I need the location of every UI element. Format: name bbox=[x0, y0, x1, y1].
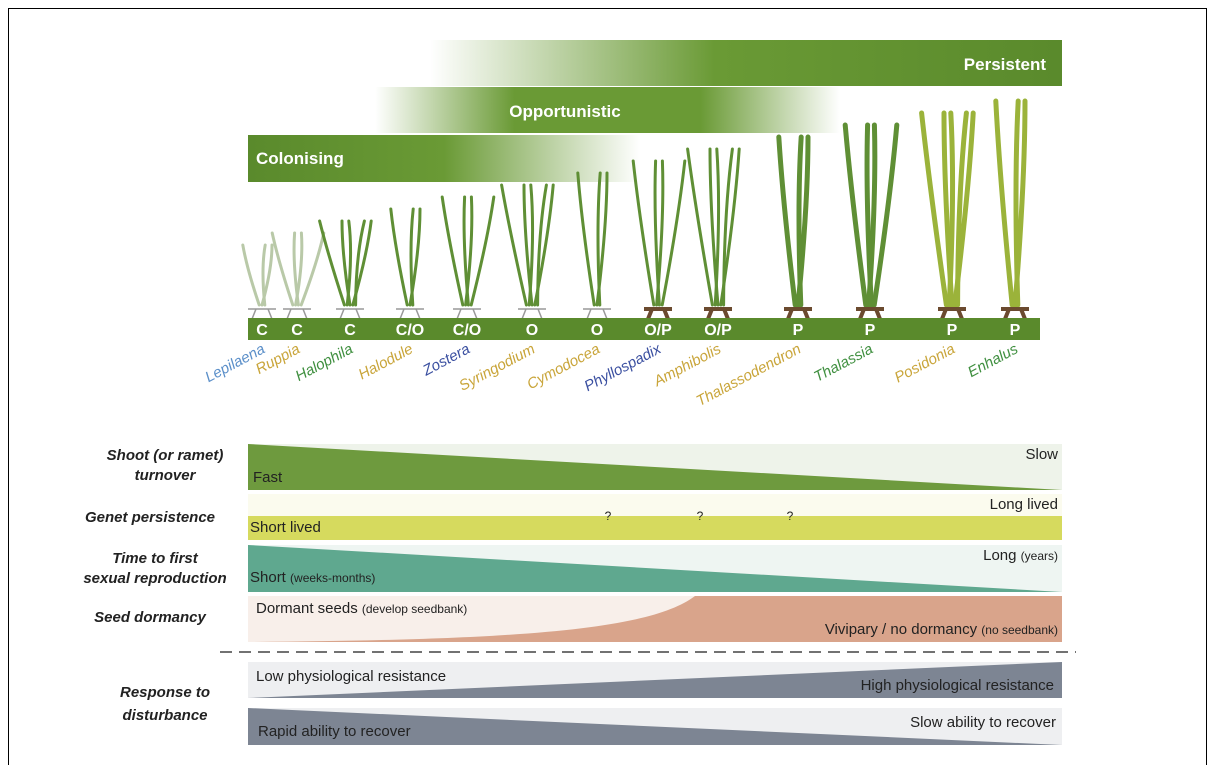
text: Vivipary / no dormancy bbox=[825, 621, 978, 638]
left-text: Short (weeks-months) bbox=[250, 569, 375, 586]
plant-blade bbox=[633, 161, 654, 305]
plant-blade bbox=[411, 209, 413, 305]
left-text: Short lived bbox=[250, 519, 321, 536]
plant-blade bbox=[320, 221, 345, 305]
trait-label: Shoot (or ramet) bbox=[107, 447, 224, 464]
right-text: Slow ability to recover bbox=[910, 714, 1056, 731]
plant-blade bbox=[301, 233, 324, 305]
text: Long bbox=[983, 547, 1016, 564]
code: C/O bbox=[396, 322, 424, 339]
plant-blade bbox=[442, 197, 463, 305]
left-text: Low physiological resistance bbox=[256, 668, 446, 685]
trait-label: Response to bbox=[120, 684, 210, 701]
plant-blade bbox=[867, 125, 871, 305]
code: O bbox=[526, 322, 538, 339]
question-mark: ? bbox=[697, 509, 704, 523]
right-text: High physiological resistance bbox=[861, 677, 1054, 694]
left-text: Dormant seeds (develop seedbank) bbox=[256, 600, 467, 617]
plant-blade bbox=[845, 125, 866, 305]
plant-root bbox=[248, 309, 276, 319]
genus-name: Halophila bbox=[293, 341, 356, 385]
plant-root bbox=[583, 309, 611, 319]
plant-root bbox=[336, 309, 364, 319]
code: C bbox=[291, 322, 303, 339]
note: (develop seedbank) bbox=[362, 602, 467, 616]
trait-label: turnover bbox=[135, 467, 197, 484]
trait-label: Time to first bbox=[112, 550, 199, 567]
note: (weeks-months) bbox=[290, 571, 375, 585]
plant-blade bbox=[996, 101, 1012, 305]
strategy-label: Persistent bbox=[964, 55, 1047, 74]
code: P bbox=[1010, 322, 1021, 339]
code: O bbox=[591, 322, 603, 339]
code: P bbox=[947, 322, 958, 339]
code: C bbox=[256, 322, 268, 339]
page: Persistent Opportunistic Colonising CLep… bbox=[0, 0, 1215, 765]
genus-name: Amphibolis bbox=[650, 340, 724, 390]
strategy-label: Colonising bbox=[256, 149, 344, 168]
plant-root bbox=[644, 309, 672, 319]
plant-blade bbox=[688, 149, 713, 305]
plant-blade bbox=[655, 161, 659, 305]
strategy-label: Opportunistic bbox=[509, 102, 620, 121]
right-text: Long lived bbox=[990, 496, 1058, 513]
row-bg bbox=[248, 494, 1062, 516]
plant-root bbox=[938, 309, 966, 319]
code: O/P bbox=[704, 322, 732, 339]
code: O/P bbox=[644, 322, 672, 339]
genus-name: Thalassia bbox=[811, 341, 876, 386]
text: Short bbox=[250, 569, 287, 586]
right-text: Vivipary / no dormancy (no seedbank) bbox=[825, 621, 1058, 638]
note: (no seedbank) bbox=[981, 623, 1058, 637]
plant-blade bbox=[598, 173, 600, 305]
code: C/O bbox=[453, 322, 481, 339]
plant-blade bbox=[263, 245, 265, 305]
plant-blade bbox=[471, 197, 494, 305]
trait-label: Seed dormancy bbox=[94, 609, 206, 626]
text: Dormant seeds bbox=[256, 600, 358, 617]
trait-label: sexual reproduction bbox=[83, 570, 226, 587]
plant-blade bbox=[391, 209, 407, 305]
diagram: Persistent Opportunistic Colonising CLep… bbox=[0, 0, 1215, 765]
plant-blade bbox=[799, 137, 801, 305]
right-text: Slow bbox=[1025, 446, 1058, 463]
plant-blade bbox=[502, 185, 527, 305]
plant-root bbox=[856, 309, 884, 319]
genus-name: Enhalus bbox=[965, 340, 1021, 381]
note: (years) bbox=[1021, 549, 1058, 563]
genus-name: Posidonia bbox=[892, 341, 958, 387]
genus-name: Halodule bbox=[356, 341, 416, 384]
code: P bbox=[865, 322, 876, 339]
plant-root bbox=[784, 309, 812, 319]
plant-blade bbox=[294, 233, 298, 305]
plants bbox=[243, 101, 1029, 319]
right-text: Long (years) bbox=[983, 547, 1058, 564]
question-mark: ? bbox=[605, 509, 612, 523]
plant-root bbox=[396, 309, 424, 319]
trait-label: Genet persistence bbox=[85, 509, 215, 526]
plant-blade bbox=[272, 233, 293, 305]
plant-root bbox=[1001, 309, 1029, 319]
code: C bbox=[344, 322, 356, 339]
plant-root bbox=[518, 309, 546, 319]
plant-root bbox=[453, 309, 481, 319]
plant-root bbox=[283, 309, 311, 319]
plant-blade bbox=[874, 125, 897, 305]
plant-root bbox=[704, 309, 732, 319]
plant-blade bbox=[578, 173, 594, 305]
plant-blade bbox=[243, 245, 259, 305]
genus-name: Zostera bbox=[419, 341, 473, 380]
plant-blade bbox=[464, 197, 468, 305]
band bbox=[248, 516, 1062, 540]
trait-label: disturbance bbox=[122, 707, 207, 724]
question-mark: ? bbox=[787, 509, 794, 523]
plant-blade bbox=[779, 137, 795, 305]
plant-blade bbox=[1016, 101, 1018, 305]
code: P bbox=[793, 322, 804, 339]
left-text: Fast bbox=[253, 469, 283, 486]
plant-blade bbox=[662, 161, 685, 305]
left-text: Rapid ability to recover bbox=[258, 723, 411, 740]
